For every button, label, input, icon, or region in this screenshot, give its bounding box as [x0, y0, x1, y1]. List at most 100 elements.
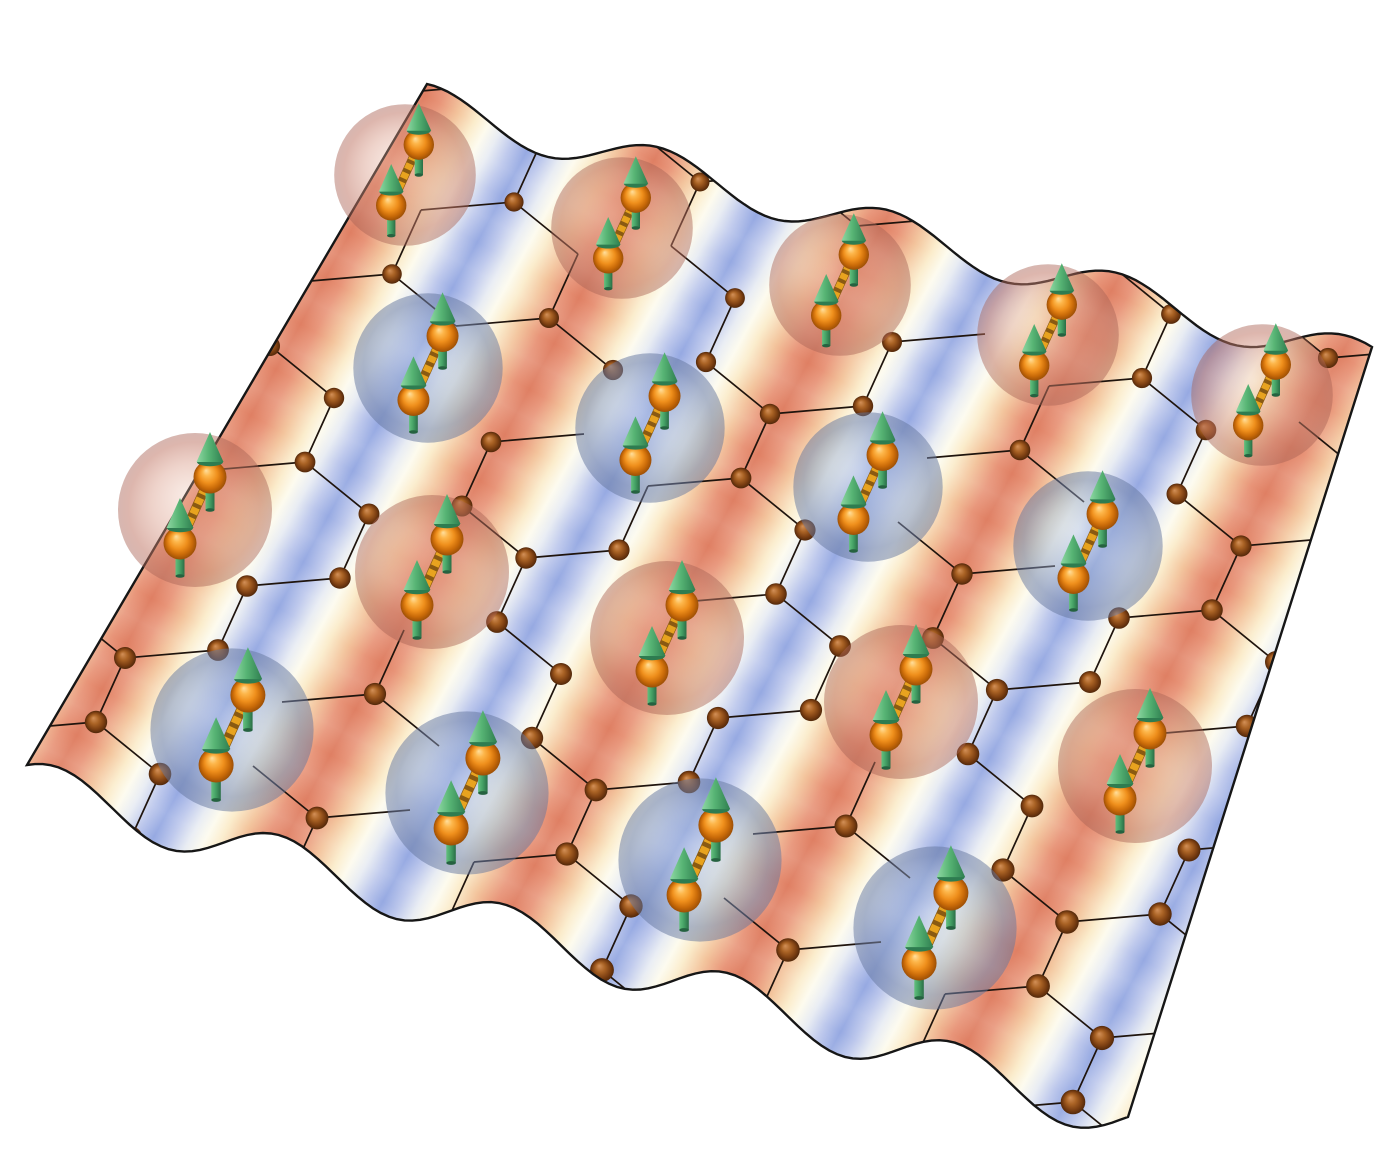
lattice-bond — [717, 709, 812, 719]
lattice-node — [340, 922, 364, 946]
spin-shaft-end — [911, 700, 921, 704]
lattice-node — [985, 678, 1009, 702]
spin-shaft-end — [478, 791, 488, 795]
spin-site — [1233, 384, 1264, 458]
lattice-bond — [287, 881, 353, 935]
lattice-bond — [1386, 234, 1394, 286]
lattice-node — [592, 5, 610, 23]
spin-dimer — [1018, 263, 1078, 398]
lattice-bond — [229, 997, 324, 1007]
spin-site — [665, 560, 699, 640]
lattice-bond — [1002, 869, 1068, 923]
lattice-bond — [1229, 1081, 1260, 1128]
lattice-bond — [701, 1130, 794, 1138]
lattice-bond — [769, 405, 864, 415]
lattice-bond — [42, 84, 108, 123]
lattice-bond — [821, 101, 916, 111]
lattice-bond — [1316, 957, 1372, 1011]
lattice-node — [61, 950, 85, 974]
lattice-node — [939, 1162, 964, 1170]
lattice-node — [188, 1057, 214, 1083]
lattice-node — [533, 128, 553, 148]
lattice-bond — [27, 489, 91, 543]
spin-sphere — [400, 588, 434, 622]
lattice-node — [137, 407, 159, 429]
spin-sphere — [620, 182, 651, 213]
lattice-node — [1254, 296, 1274, 316]
spin-arrow-cone — [1049, 263, 1075, 291]
lattice-node — [27, 300, 30, 320]
lattice-bond — [43, 961, 74, 1027]
lattice-node — [1079, 671, 1101, 693]
lattice-bond — [235, 1121, 266, 1128]
lattice-bond — [508, 14, 601, 22]
spin-shaft-end — [604, 287, 613, 291]
lattice-node — [1219, 180, 1239, 200]
lattice-bond — [967, 689, 998, 755]
lattice-bond — [566, 853, 632, 907]
lattice-node — [254, 156, 274, 176]
spin-sphere — [1133, 716, 1167, 750]
lattice-node — [183, 878, 207, 902]
lattice-bond — [1176, 429, 1207, 495]
spin-shaft-end — [1057, 333, 1066, 337]
lattice-node — [1214, 1, 1232, 19]
lattice-bond — [357, 1049, 388, 1115]
spin-site — [403, 103, 434, 177]
spin-shaft-end — [1115, 830, 1125, 834]
spin-shaft-end — [1030, 394, 1039, 398]
lattice-bond — [1223, 957, 1318, 967]
lattice-node — [0, 364, 1, 384]
spin-site — [648, 352, 681, 430]
lattice-bond — [77, 121, 108, 187]
lattice-bond — [688, 717, 719, 783]
lattice-node — [132, 228, 152, 248]
lattice-bond — [531, 737, 597, 791]
lattice-bond — [1066, 913, 1161, 923]
lattice-bond — [0, 678, 3, 730]
lattice-node — [1246, 1069, 1272, 1095]
spin-site — [397, 356, 430, 434]
lattice-bond — [199, 113, 265, 167]
spin-arrow-cone — [595, 217, 621, 245]
lattice-bond — [1072, 1101, 1138, 1128]
spin-site — [163, 498, 197, 578]
lattice-node — [555, 842, 579, 866]
spin-shaft-end — [631, 490, 640, 494]
spin-arrow-cone — [872, 690, 900, 720]
lattice-bond — [1137, 1146, 1230, 1154]
spin-dimer — [635, 560, 699, 706]
spin-shaft-end — [1069, 608, 1078, 612]
lattice-bond — [27, 185, 79, 195]
spin-arrow-cone — [166, 498, 194, 528]
spin-arrow-cone — [651, 352, 678, 382]
spin-sphere — [397, 384, 430, 417]
spin-dimer — [666, 777, 734, 932]
spin-shaft-end — [1271, 393, 1280, 397]
spin-shaft-end — [1145, 764, 1155, 768]
lattice-node — [935, 29, 953, 47]
spin-shaft-end — [1098, 544, 1107, 548]
lattice-node — [469, 84, 489, 96]
spin-site — [1260, 323, 1292, 397]
lattice-node — [1305, 946, 1329, 970]
lattice-node — [97, 112, 117, 132]
spin-sphere — [837, 503, 870, 536]
lattice-bond — [1141, 313, 1172, 379]
lattice-bond — [1228, 125, 1259, 191]
lattice-bond — [422, 1158, 515, 1166]
lattice-bond — [27, 909, 74, 963]
lattice-bond — [165, 0, 229, 50]
lattice-node — [294, 451, 316, 473]
lattice-bond — [246, 577, 341, 587]
lattice-bond — [1292, 233, 1372, 243]
lattice-node — [852, 395, 874, 417]
lattice-node — [103, 292, 123, 312]
spin-dimer — [400, 494, 464, 640]
lattice-node — [1339, 1061, 1365, 1087]
spin-sphere — [838, 239, 869, 270]
spin-shaft-end — [409, 430, 418, 434]
spin-dimer — [198, 647, 266, 802]
spin-shaft-end — [412, 636, 422, 640]
lattice-node — [688, 1125, 714, 1128]
